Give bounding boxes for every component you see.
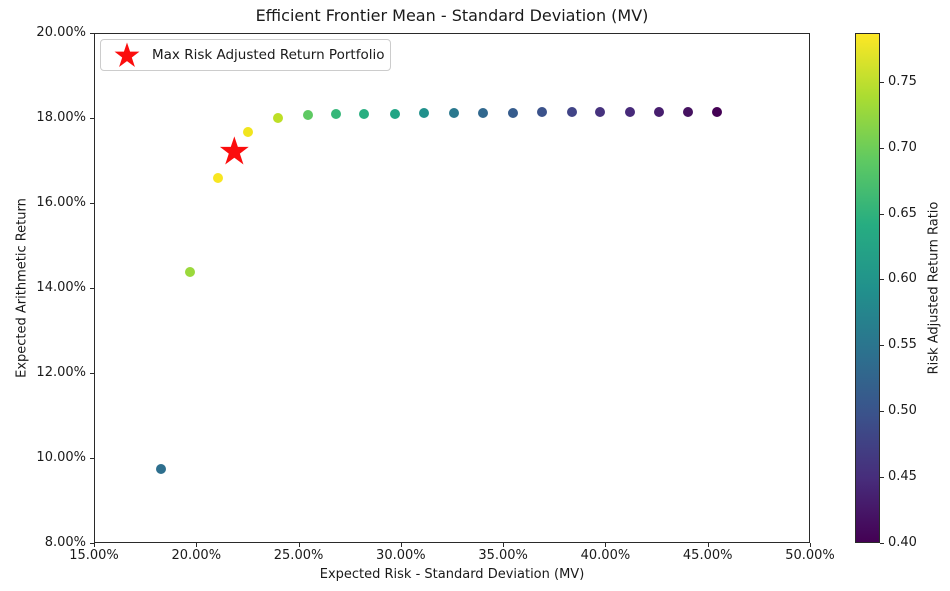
x-tick-label: 30.00%	[376, 548, 426, 563]
colorbar-tick-mark	[880, 81, 884, 83]
x-tick-mark	[400, 543, 402, 547]
colorbar-tick-mark	[880, 411, 884, 413]
y-tick-mark	[90, 33, 94, 34]
scatter-point	[359, 108, 370, 119]
x-tick-mark	[503, 543, 505, 547]
chart-title: Efficient Frontier Mean - Standard Devia…	[255, 6, 649, 25]
colorbar	[855, 33, 880, 543]
scatter-point	[624, 107, 635, 118]
legend-star-icon	[114, 42, 140, 67]
scatter-point	[419, 108, 430, 119]
colorbar-tick-label: 0.70	[888, 139, 917, 155]
x-tick-mark	[196, 543, 198, 547]
y-tick-label: 18.00%	[36, 110, 86, 125]
scatter-point	[537, 107, 548, 118]
x-tick-label: 40.00%	[580, 548, 631, 563]
scatter-point	[478, 107, 489, 118]
y-tick-mark	[90, 288, 94, 289]
y-tick-mark	[90, 373, 94, 374]
scatter-point	[273, 112, 284, 123]
scatter-point	[184, 266, 195, 277]
legend: Max Risk Adjusted Return Portfolio	[100, 39, 391, 71]
scatter-point	[331, 109, 341, 120]
scatter-point	[243, 127, 254, 138]
y-tick-mark	[90, 118, 94, 119]
colorbar-tick-mark	[880, 279, 884, 281]
colorbar-tick-mark	[880, 477, 884, 479]
scatter-point	[595, 107, 606, 118]
y-tick-label: 16.00%	[36, 195, 86, 210]
y-axis-label: Expected Arithmetic Return	[14, 198, 30, 378]
x-tick-label: 50.00%	[785, 548, 835, 563]
scatter-point	[302, 110, 313, 121]
x-tick-label: 35.00%	[478, 548, 528, 563]
x-tick-mark	[605, 543, 607, 547]
scatter-point	[213, 172, 224, 183]
x-tick-mark	[298, 543, 300, 547]
scatter-point	[507, 107, 518, 118]
y-tick-mark	[90, 458, 94, 459]
y-tick-label: 20.00%	[36, 25, 86, 40]
colorbar-tick-label: 0.50	[888, 403, 917, 419]
scatter-point	[449, 108, 460, 119]
colorbar-tick-mark	[880, 147, 884, 149]
colorbar-tick-mark	[880, 213, 884, 215]
x-tick-label: 25.00%	[273, 548, 324, 563]
x-tick-mark	[94, 543, 95, 547]
colorbar-tick-label: 0.45	[888, 469, 917, 485]
y-tick-label: 10.00%	[36, 450, 86, 465]
legend-label: Max Risk Adjusted Return Portfolio	[152, 47, 385, 63]
colorbar-tick-label: 0.40	[888, 535, 917, 550]
y-tick-label: 12.00%	[36, 365, 86, 380]
colorbar-tick-label: 0.65	[888, 205, 917, 221]
y-tick-mark	[90, 543, 94, 544]
colorbar-tick-label: 0.55	[888, 337, 917, 353]
y-tick-label: 8.00%	[44, 535, 86, 550]
colorbar-tick-label: 0.60	[888, 271, 917, 287]
colorbar-tick-label: 0.75	[888, 73, 917, 89]
x-axis-label: Expected Risk - Standard Deviation (MV)	[319, 567, 585, 582]
scatter-point	[683, 107, 694, 118]
scatter-point	[389, 108, 400, 119]
x-tick-label: 45.00%	[682, 548, 733, 563]
scatter-point	[654, 107, 665, 118]
x-tick-label: 15.00%	[69, 548, 119, 563]
scatter-point	[712, 106, 723, 117]
x-tick-mark	[810, 543, 811, 547]
x-tick-label: 20.00%	[171, 548, 222, 563]
scatter-point	[566, 107, 577, 118]
x-tick-mark	[707, 543, 709, 547]
y-tick-mark	[90, 203, 94, 204]
y-tick-label: 14.00%	[36, 280, 86, 295]
colorbar-tick-mark	[880, 543, 884, 544]
colorbar-tick-mark	[880, 345, 884, 347]
scatter-point	[155, 464, 166, 475]
colorbar-label: Risk Adjusted Return Ratio	[926, 201, 942, 375]
